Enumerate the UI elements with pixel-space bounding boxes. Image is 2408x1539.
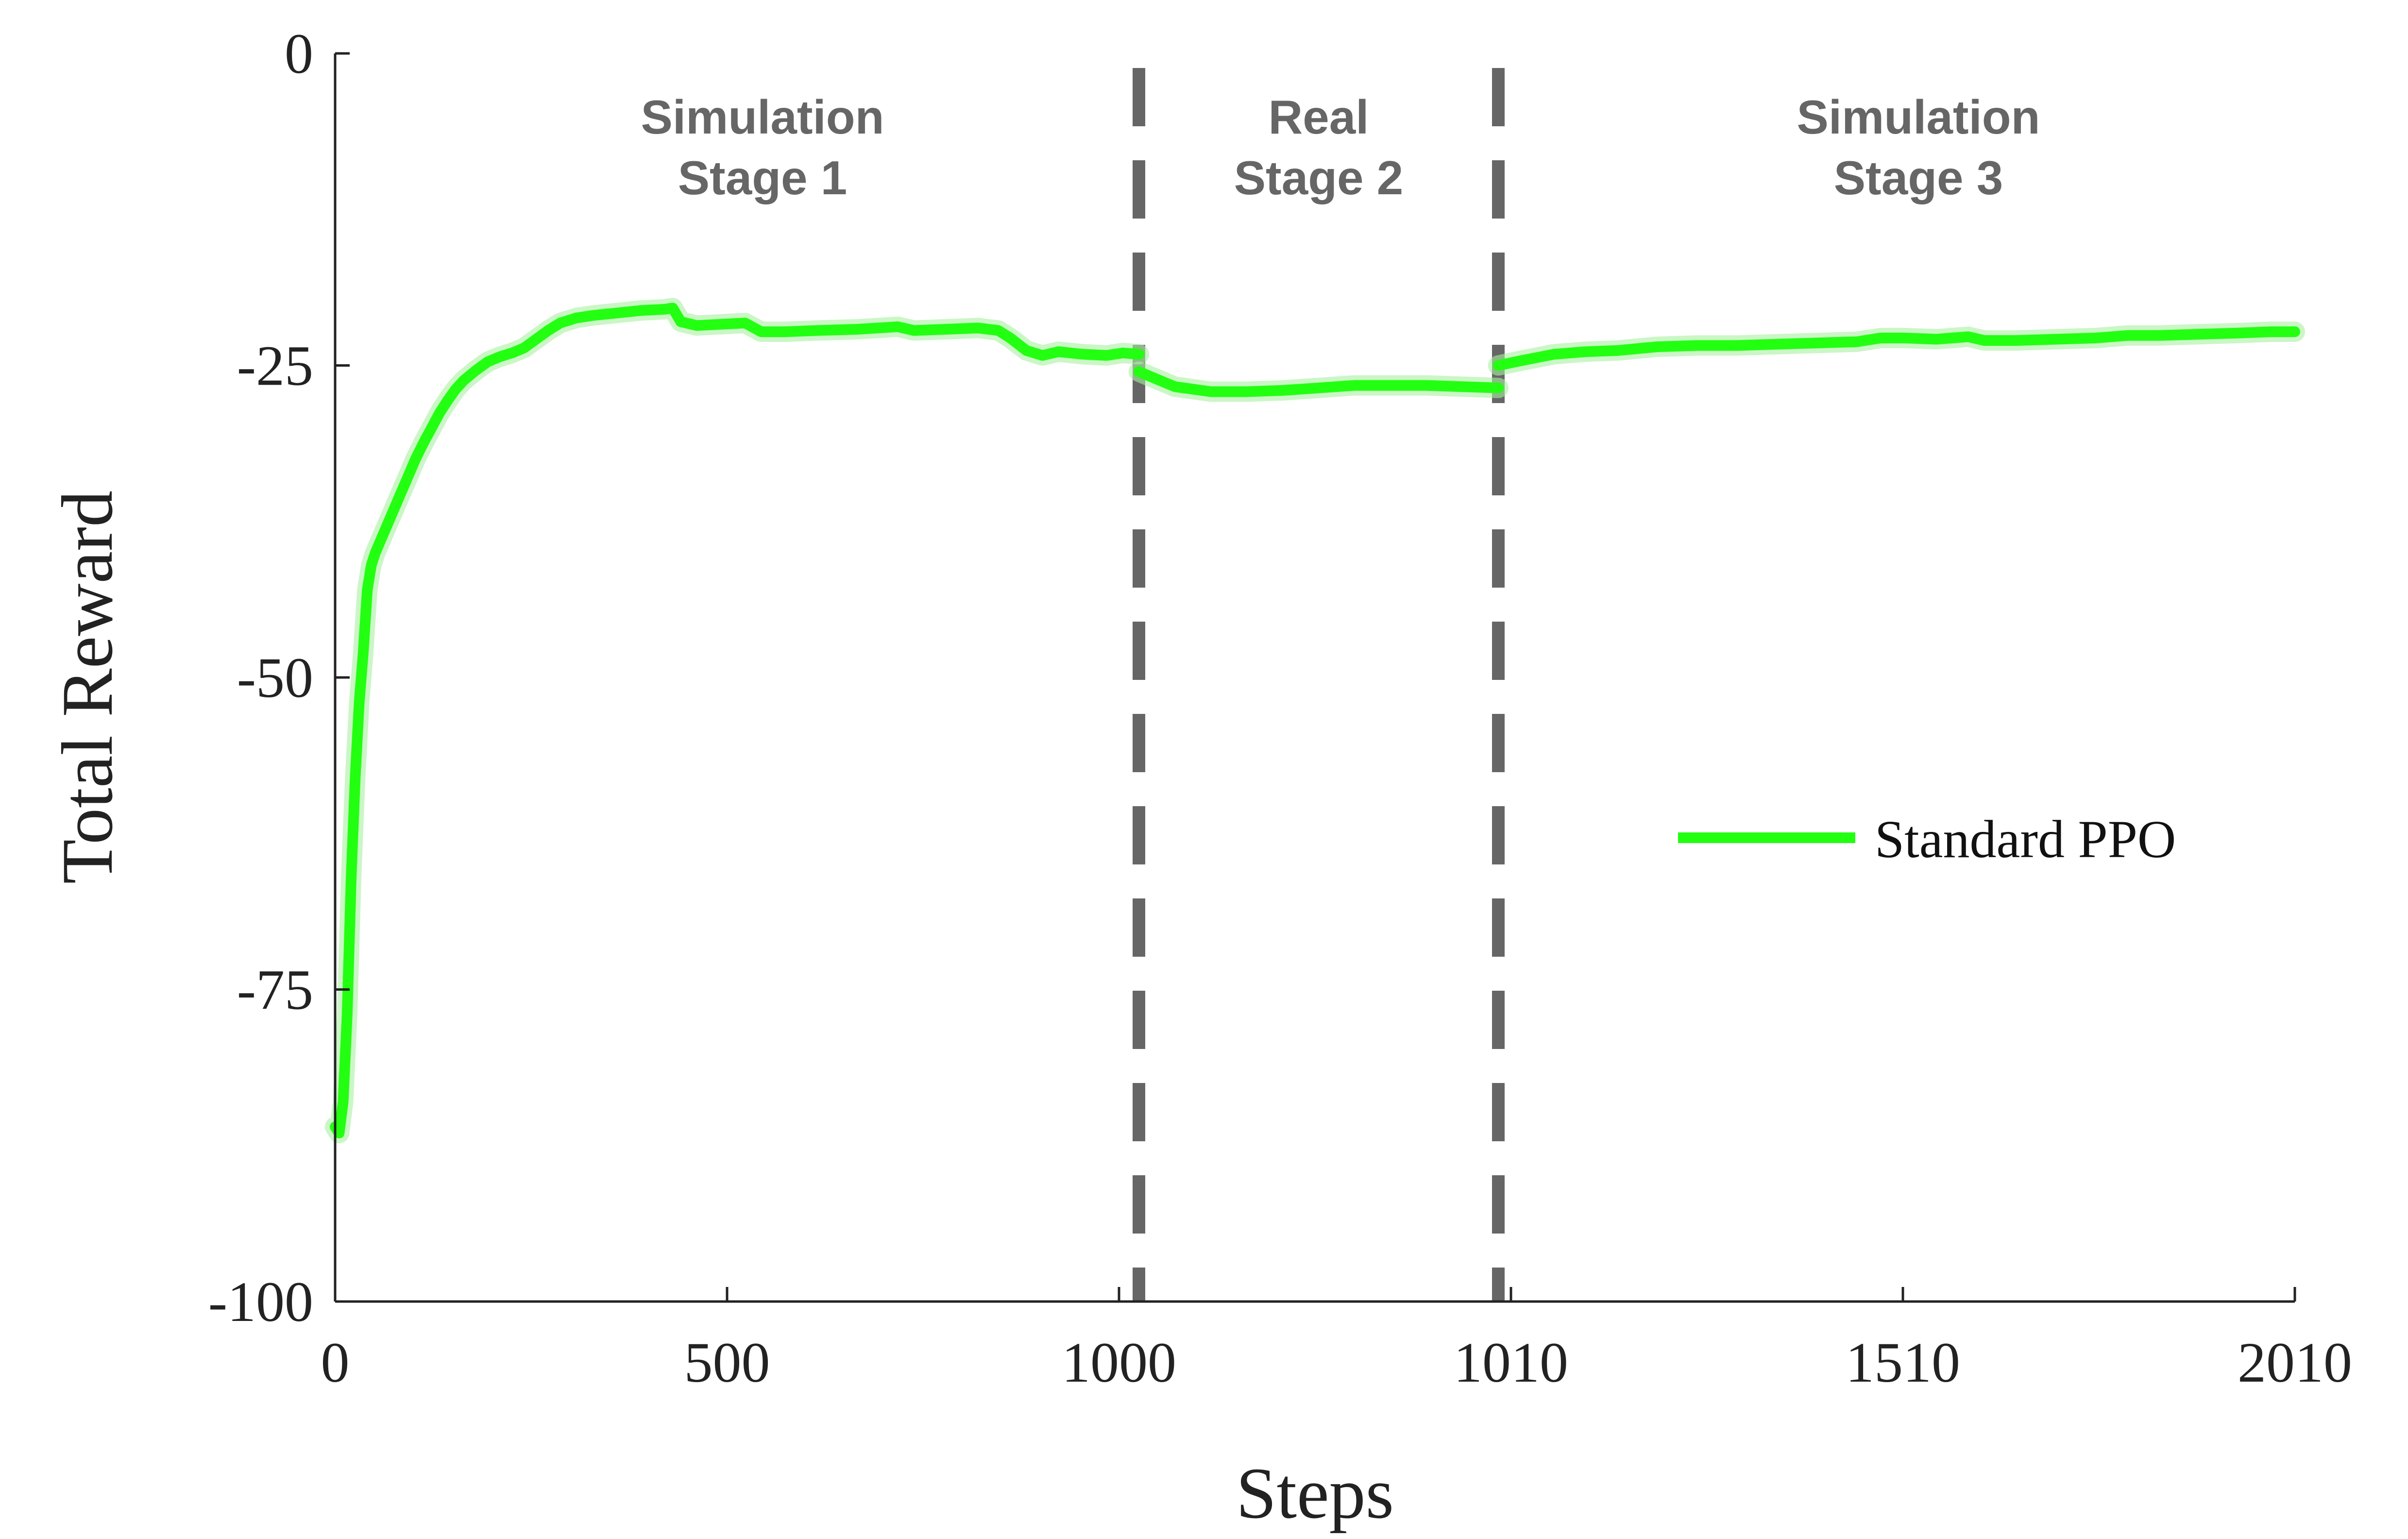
y-tick-label: -25	[237, 334, 313, 398]
y-axis-title: Total Reward	[47, 490, 128, 884]
x-axis-title: Steps	[1236, 1453, 1394, 1534]
stage-label-line1: Real	[1268, 90, 1369, 144]
x-tick-label: 2010	[2238, 1331, 2352, 1394]
x-tick-label: 1510	[1846, 1331, 1960, 1394]
x-tick-label: 1010	[1454, 1331, 1568, 1394]
y-tick-label: -75	[237, 958, 313, 1022]
x-tick-label: 0	[321, 1331, 350, 1394]
y-tick-label: -50	[237, 646, 313, 710]
legend-label: Standard PPO	[1875, 810, 2176, 869]
series-line-standard-ppo	[330, 303, 1144, 1139]
stage-label-line1: Simulation	[641, 90, 884, 144]
x-tick-label: 1000	[1062, 1331, 1176, 1394]
series-line-standard-ppo	[1134, 366, 1504, 397]
series-layer	[325, 298, 2305, 1144]
y-tick-label: 0	[285, 22, 313, 85]
legend: Standard PPO	[1678, 810, 2176, 869]
series-line-standard-ppo	[1493, 326, 2300, 371]
stage-boundary-lines	[1133, 68, 1505, 1302]
stage-labels: Simulation Stage 1 Real Stage 2 Simulation St…	[641, 90, 2040, 204]
axes	[334, 53, 2295, 1303]
stage-label-line2: Stage 2	[1234, 151, 1404, 204]
stage-label-line2: Stage 1	[678, 151, 848, 204]
stage-label-line2: Stage 3	[1834, 151, 2003, 204]
y-ticks: 0 -25 -50 -75 -100	[208, 22, 350, 1334]
series-band	[325, 298, 1149, 1144]
x-tick-label: 500	[684, 1331, 770, 1394]
y-tick-label: -100	[208, 1270, 313, 1334]
stage-label-line1: Simulation	[1797, 90, 2040, 144]
x-ticks: 0 500 1000 1010 1510 2010	[321, 1287, 2352, 1394]
